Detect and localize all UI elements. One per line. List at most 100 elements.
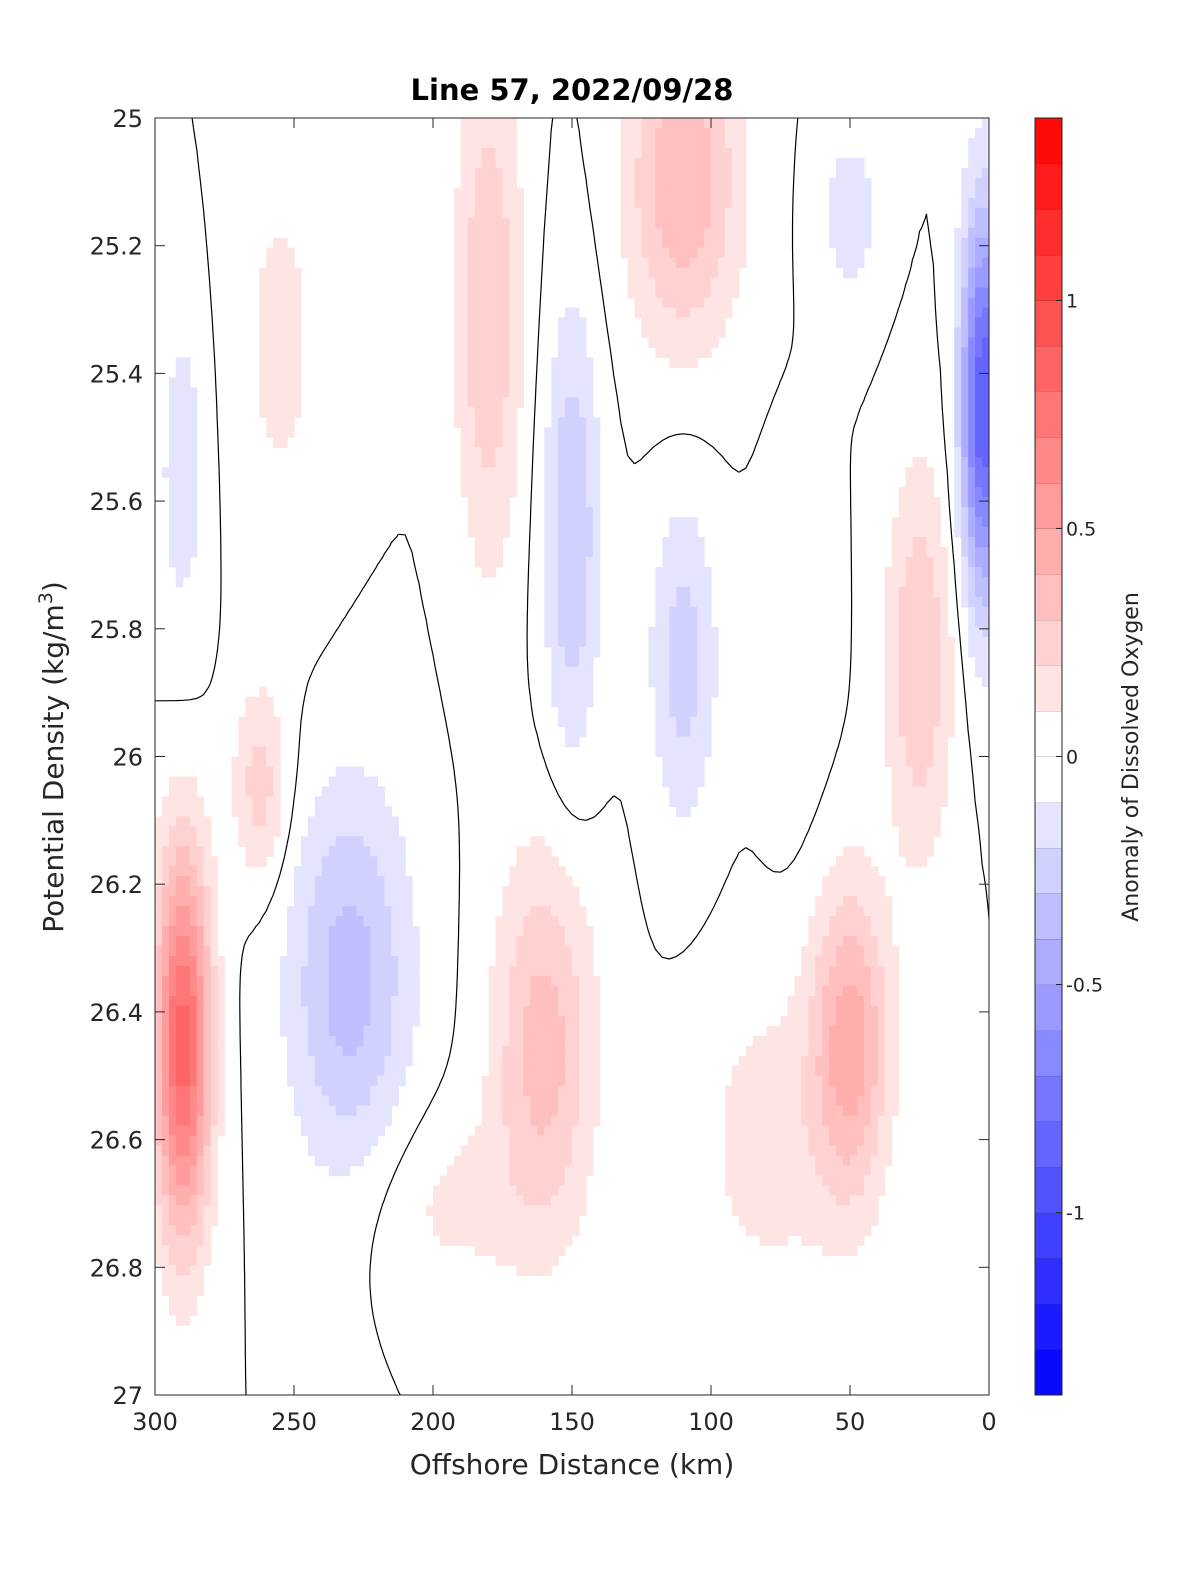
anomaly-cell [189, 517, 198, 528]
anomaly-cell [565, 407, 573, 418]
anomaly-cell [217, 956, 226, 967]
anomaly-cell [467, 147, 476, 159]
anomaly-cell [196, 1245, 205, 1256]
anomaly-cell [544, 995, 552, 1007]
anomaly-cell [704, 736, 712, 748]
anomaly-cell [690, 287, 698, 299]
anomaly-cell [870, 906, 879, 917]
anomaly-cell [516, 1085, 524, 1097]
anomaly-cell [912, 656, 921, 668]
anomaly-cell [711, 686, 719, 698]
anomaly-cell [245, 716, 253, 728]
anomaly-cell [641, 197, 650, 209]
y-tick-label: 26.6 [90, 1127, 143, 1155]
anomaly-cell [544, 896, 552, 907]
anomaly-cell [822, 1145, 830, 1157]
anomaly-cell [891, 1055, 900, 1067]
anomaly-cell [662, 207, 670, 219]
anomaly-cell [488, 1245, 497, 1256]
anomaly-cell [189, 995, 198, 1007]
anomaly-cell [856, 1055, 865, 1067]
anomaly-cell [836, 1045, 844, 1057]
anomaly-cell [954, 507, 962, 518]
anomaly-cell [314, 1025, 323, 1037]
anomaly-cell [155, 1215, 163, 1226]
anomaly-cell [683, 327, 691, 339]
colorbar-band [1035, 665, 1062, 712]
anomaly-cell [495, 287, 504, 299]
anomaly-cell [843, 217, 851, 229]
anomaly-cell [544, 457, 552, 468]
anomaly-cell [731, 1185, 740, 1197]
anomaly-cell [870, 1065, 879, 1077]
colorbar-band [1035, 346, 1062, 392]
anomaly-cell [565, 646, 573, 658]
anomaly-cell [850, 207, 858, 219]
anomaly-cell [189, 1195, 198, 1207]
anomaly-cell [738, 127, 747, 139]
anomaly-cell [189, 846, 198, 857]
anomaly-cell [836, 217, 844, 229]
anomaly-cell [481, 1205, 490, 1217]
anomaly-cell [530, 886, 538, 897]
anomaly-cell [912, 507, 921, 518]
anomaly-cell [161, 1165, 170, 1177]
anomaly-cell [669, 247, 677, 259]
anomaly-cell [558, 706, 566, 718]
anomaly-cell [836, 167, 844, 179]
anomaly-cell [572, 437, 580, 448]
anomaly-cell [196, 1125, 205, 1137]
anomaly-cell [509, 477, 517, 488]
anomaly-cell [870, 1135, 879, 1147]
anomaly-cell [196, 1195, 205, 1207]
anomaly-cell [509, 467, 517, 478]
anomaly-cell [551, 546, 559, 558]
anomaly-cell [273, 746, 281, 758]
anomaly-cell [898, 796, 907, 807]
anomaly-cell [467, 237, 476, 249]
anomaly-cell [558, 507, 566, 518]
anomaly-cell [697, 626, 705, 638]
anomaly-cell [467, 1235, 476, 1246]
anomaly-cell [585, 946, 594, 957]
anomaly-cell [655, 656, 663, 668]
anomaly-cell [280, 1025, 288, 1037]
anomaly-cell [919, 477, 928, 488]
anomaly-cell [669, 227, 677, 239]
anomaly-cell [648, 337, 656, 349]
anomaly-cell [905, 726, 914, 738]
anomaly-cell [558, 1125, 566, 1137]
anomaly-cell [342, 766, 351, 778]
anomaly-cell [495, 387, 504, 398]
anomaly-cell [537, 1225, 545, 1236]
anomaly-cell [877, 1065, 886, 1077]
anomaly-cell [891, 1035, 900, 1047]
anomaly-cell [155, 1195, 163, 1207]
anomaly-cell [905, 676, 914, 688]
anomaly-cell [648, 217, 656, 229]
anomaly-cell [266, 756, 274, 768]
anomaly-cell [676, 676, 684, 688]
anomaly-cell [551, 417, 559, 428]
anomaly-cell [481, 187, 490, 199]
colorbar-band [1035, 984, 1062, 1031]
anomaly-cell [815, 896, 823, 907]
anomaly-cell [808, 956, 816, 967]
anomaly-cell [578, 487, 587, 498]
anomaly-cell [391, 1005, 399, 1017]
anomaly-cell [884, 1155, 893, 1167]
anomaly-cell [488, 397, 497, 408]
anomaly-cell [836, 1215, 844, 1226]
anomaly-cell [683, 307, 691, 319]
anomaly-cell [572, 975, 580, 987]
anomaly-cell [502, 906, 511, 917]
anomaly-cell [175, 1005, 184, 1017]
anomaly-cell [572, 936, 580, 947]
anomaly-cell [495, 197, 504, 209]
anomaly-cell [676, 686, 684, 698]
anomaly-cell [683, 237, 691, 249]
anomaly-cell [968, 596, 976, 608]
anomaly-cell [975, 227, 983, 239]
anomaly-cell [370, 985, 378, 997]
anomaly-cell [321, 1095, 330, 1107]
